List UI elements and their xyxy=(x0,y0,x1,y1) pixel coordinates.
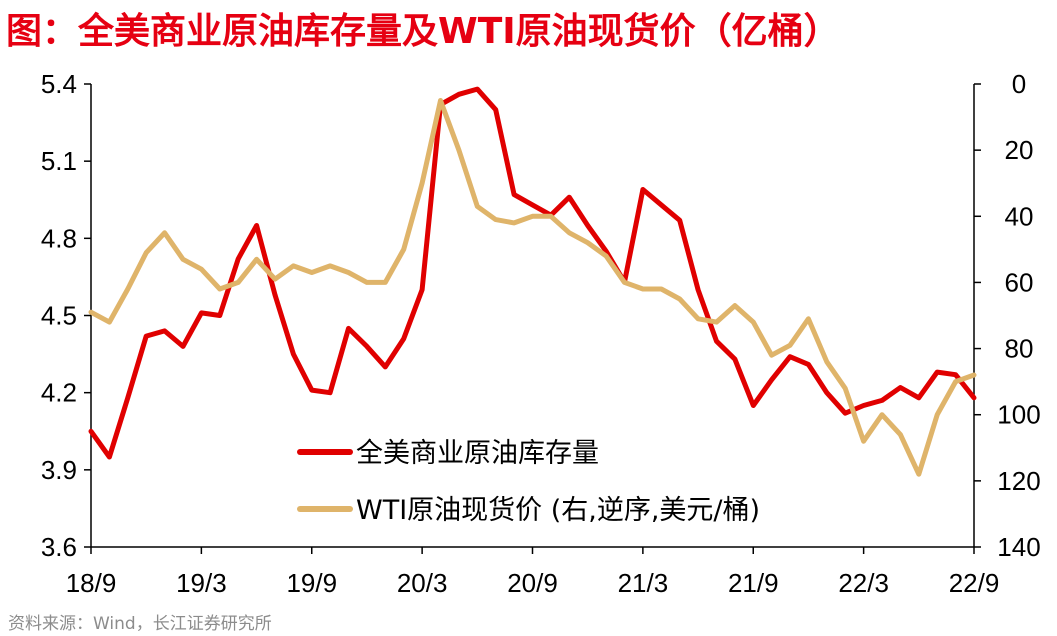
inventory-series-line xyxy=(88,86,977,460)
right-axis-ticks: 0 20 40 60 80 100 120 140 xyxy=(974,69,1041,562)
x-tick-label: 22/9 xyxy=(949,568,1000,598)
series-lines xyxy=(88,86,977,477)
right-tick-label: 60 xyxy=(1005,267,1034,297)
left-tick-label: 4.5 xyxy=(41,301,77,331)
x-tick-label: 20/3 xyxy=(397,568,448,598)
axes xyxy=(90,84,975,548)
left-tick-label: 3.9 xyxy=(41,455,77,485)
right-tick-label: 20 xyxy=(1005,135,1034,165)
x-tick-label: 21/9 xyxy=(728,568,779,598)
right-tick-label: 40 xyxy=(1005,201,1034,231)
legend: 全美商业原油库存量 WTI原油现货价 (右,逆序,美元/桶) xyxy=(297,438,760,526)
right-tick-label: 0 xyxy=(1012,69,1026,99)
x-tick-label: 20/9 xyxy=(507,568,558,598)
left-tick-label: 5.1 xyxy=(41,146,77,176)
source-note: 资料来源：Wind，长江证券研究所 xyxy=(8,614,272,634)
right-tick-label: 140 xyxy=(997,532,1040,562)
chart-title: 图：全美商业原油库存量及WTI原油现货价（亿桶） xyxy=(6,11,840,52)
left-tick-label: 4.2 xyxy=(41,378,77,408)
legend-label-wti: WTI原油现货价 (右,逆序,美元/桶) xyxy=(356,495,760,526)
left-tick-label: 5.4 xyxy=(41,69,77,99)
x-tick-label: 18/9 xyxy=(66,568,117,598)
x-axis-ticks: 18/9 19/3 19/9 20/3 20/9 21/3 21/9 22/3 22/9 xyxy=(66,547,1000,598)
right-tick-label: 120 xyxy=(997,466,1040,496)
right-tick-label: 100 xyxy=(997,400,1040,430)
right-tick-label: 80 xyxy=(1005,334,1034,364)
x-tick-label: 21/3 xyxy=(618,568,669,598)
left-tick-label: 4.8 xyxy=(41,223,77,253)
legend-label-inventory: 全美商业原油库存量 xyxy=(356,438,599,469)
x-tick-label: 22/3 xyxy=(838,568,889,598)
x-tick-label: 19/9 xyxy=(286,568,337,598)
wti-series-line xyxy=(88,98,977,477)
left-tick-label: 3.6 xyxy=(41,532,77,562)
x-tick-label: 19/3 xyxy=(176,568,227,598)
left-axis-ticks: 3.6 3.9 4.2 4.5 4.8 5.1 5.4 xyxy=(41,69,91,562)
